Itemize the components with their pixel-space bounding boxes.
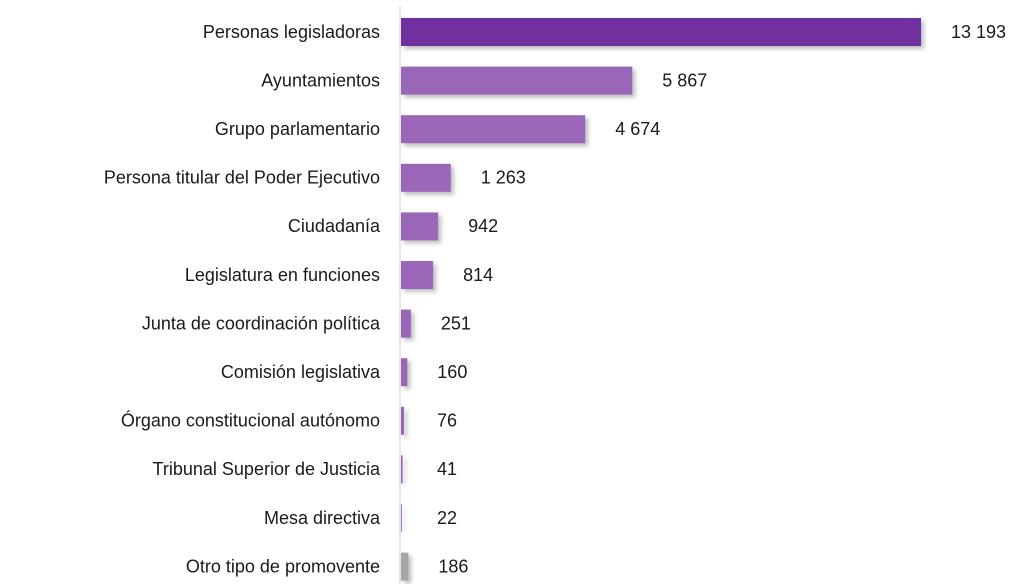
bar xyxy=(401,261,434,289)
category-label: Personas legisladoras xyxy=(203,22,380,42)
bar xyxy=(401,552,409,581)
value-label: 22 xyxy=(437,508,457,528)
category-label: Ayuntamientos xyxy=(261,70,380,90)
category-label: Otro tipo de promovente xyxy=(186,556,380,576)
category-label: Junta de coordinación política xyxy=(142,313,381,333)
category-label: Ciudadanía xyxy=(288,216,381,236)
bar xyxy=(401,163,451,192)
value-label: 41 xyxy=(437,459,457,479)
category-label: Persona titular del Poder Ejecutivo xyxy=(104,168,380,188)
bar xyxy=(401,358,408,387)
value-label: 5 867 xyxy=(662,70,707,90)
category-label: Grupo parlamentario xyxy=(215,119,380,139)
value-label: 942 xyxy=(468,216,498,236)
bar xyxy=(401,504,402,532)
bar xyxy=(401,66,633,95)
value-label: 186 xyxy=(438,556,468,576)
category-label: Comisión legislativa xyxy=(221,362,381,382)
value-label: 13 193 xyxy=(951,22,1006,42)
category-label: Tribunal Superior de Justicia xyxy=(153,459,381,479)
bar xyxy=(401,115,586,144)
value-label: 160 xyxy=(437,362,467,382)
bar xyxy=(401,309,411,338)
bar xyxy=(401,18,921,46)
category-label: Órgano constitucional autónomo xyxy=(121,410,380,431)
value-label: 1 263 xyxy=(481,168,526,188)
category-label: Mesa directiva xyxy=(264,508,381,528)
value-label: 4 674 xyxy=(615,119,660,139)
value-label: 251 xyxy=(441,313,471,333)
value-label: 814 xyxy=(463,265,493,285)
bar xyxy=(401,455,403,484)
bar xyxy=(401,406,404,435)
bar xyxy=(401,212,439,241)
value-label: 76 xyxy=(437,411,457,431)
category-label: Legislatura en funciones xyxy=(185,265,380,285)
